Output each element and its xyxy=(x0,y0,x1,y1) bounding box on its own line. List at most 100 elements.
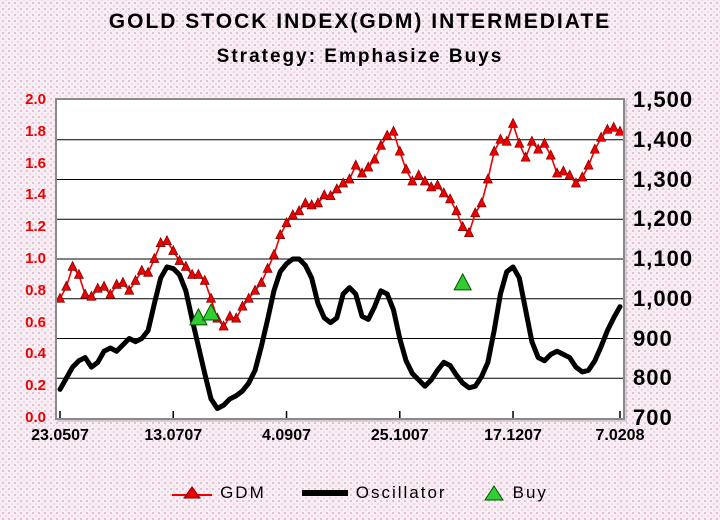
buy-triangle-icon xyxy=(483,485,504,501)
gdm-marker xyxy=(86,290,97,301)
gdm-marker xyxy=(388,125,399,136)
right-axis-labels: 1,500 1,400 1,300 1,200 1,100 1,000 900 800 700 xyxy=(633,87,719,430)
left-axis-label: 1.4 xyxy=(25,186,46,204)
gdm-marker xyxy=(161,234,173,245)
right-axis-label: 1,200 xyxy=(633,206,694,232)
gdm-marker xyxy=(407,175,418,186)
legend-label-buy: Buy xyxy=(512,483,548,502)
gdm-marker xyxy=(445,193,456,204)
gdm-marker xyxy=(344,173,355,184)
gdm-marker xyxy=(608,121,619,132)
left-axis-label: 0.8 xyxy=(25,281,46,299)
legend: GDM Oscillator Buy xyxy=(0,479,720,507)
x-axis-label: 13.0707 xyxy=(144,427,203,444)
gdm-marker xyxy=(136,264,147,275)
gdm-marker xyxy=(193,268,204,279)
gdm-marker xyxy=(514,137,525,148)
gdm-marker xyxy=(489,145,500,156)
gdm-marker xyxy=(325,189,336,201)
left-axis-label: 0.0 xyxy=(25,409,46,426)
oscillator-line-icon xyxy=(301,490,348,496)
left-axis-label: 0.6 xyxy=(25,313,46,331)
right-axis-label: 1,400 xyxy=(633,126,694,152)
left-axis-labels: 2.0 1.8 1.6 1.4 1.2 1.0 0.8 0.6 0.4 0.2 0.0 xyxy=(0,91,52,426)
gdm-marker xyxy=(205,292,217,303)
gdm-triangle-icon xyxy=(172,486,213,499)
gdm-marker xyxy=(231,312,242,323)
x-axis-label: 17.1207 xyxy=(484,427,542,444)
gdm-marker xyxy=(350,159,361,170)
gdm-marker xyxy=(243,292,254,303)
gdm-marker xyxy=(356,167,368,178)
gdm-marker xyxy=(570,177,582,188)
legend-item-oscillator: Oscillator xyxy=(301,483,447,503)
gdm-marker xyxy=(187,268,198,279)
gdm-marker xyxy=(143,266,154,277)
gdm-marker xyxy=(558,165,569,176)
gdm-marker xyxy=(275,228,286,239)
chart-panel xyxy=(55,98,625,420)
gdm-marker xyxy=(614,125,623,136)
gdm-marker xyxy=(482,173,493,184)
gdm-marker xyxy=(256,276,267,287)
right-axis-label: 1,500 xyxy=(633,87,694,112)
gdm-marker xyxy=(589,143,600,154)
gdm-marker xyxy=(319,189,330,200)
right-axis-label: 700 xyxy=(633,405,673,430)
gdm-marker xyxy=(596,131,607,142)
chart-title: GOLD STOCK INDEX(GDM) INTERMEDIATE xyxy=(108,10,612,33)
gdm-marker xyxy=(67,260,78,271)
right-axis-label: 1,000 xyxy=(633,285,694,311)
left-axis-label: 0.4 xyxy=(25,345,46,363)
right-axis-label: 800 xyxy=(633,365,673,391)
gdm-marker xyxy=(224,310,235,321)
gdm-marker xyxy=(369,153,380,164)
gdm-marker xyxy=(501,135,512,146)
gdm-marker xyxy=(312,197,324,208)
gdm-marker xyxy=(98,280,110,291)
gdm-marker xyxy=(117,276,128,287)
buy-marker xyxy=(201,302,221,321)
gdm-marker xyxy=(507,117,519,128)
x-axis-labels: 23.0507 13.0707 4.0907 25.1007 17.1207 7.0208 xyxy=(31,427,644,449)
price-oscillator-chart xyxy=(57,117,623,418)
gdm-marker xyxy=(545,149,556,160)
legend-label-oscillator: Oscillator xyxy=(355,483,447,502)
gdm-marker xyxy=(73,268,84,279)
gdm-marker xyxy=(57,292,66,303)
gdm-marker xyxy=(174,254,185,265)
gdm-marker xyxy=(124,284,135,295)
gdm-marker xyxy=(249,284,261,295)
gdm-marker xyxy=(533,143,544,154)
gdm-marker xyxy=(476,197,487,208)
gdm-marker xyxy=(363,161,374,172)
gdm-marker xyxy=(281,216,292,228)
right-axis-label: 900 xyxy=(633,325,673,351)
buy-marker xyxy=(189,307,208,326)
gdm-marker xyxy=(520,151,531,162)
left-axis-label: 1.0 xyxy=(25,250,46,267)
gdm-marker xyxy=(61,280,72,291)
gdm-marker xyxy=(262,262,273,273)
gdm-marker xyxy=(300,197,311,208)
gdm-marker xyxy=(401,163,412,174)
buy-marker xyxy=(453,272,473,291)
gdm-marker xyxy=(331,183,342,194)
gdm-marker xyxy=(413,169,424,180)
oscillator-line xyxy=(57,256,623,411)
gdm-marker xyxy=(470,207,481,218)
gdm-marker xyxy=(564,169,575,180)
gdm-marker xyxy=(294,205,305,216)
x-axis-label: 4.0907 xyxy=(262,427,311,444)
gdm-marker xyxy=(438,187,449,198)
gdm-marker xyxy=(526,135,537,146)
left-axis-label: 1.6 xyxy=(25,154,46,172)
legend-item-buy: Buy xyxy=(483,483,548,503)
gdm-marker xyxy=(463,226,475,238)
gdm-marker xyxy=(80,288,91,299)
gdm-marker xyxy=(268,248,279,259)
gdm-marker xyxy=(457,220,468,232)
gdm-marker xyxy=(583,159,594,170)
gdm-marker xyxy=(237,300,248,311)
